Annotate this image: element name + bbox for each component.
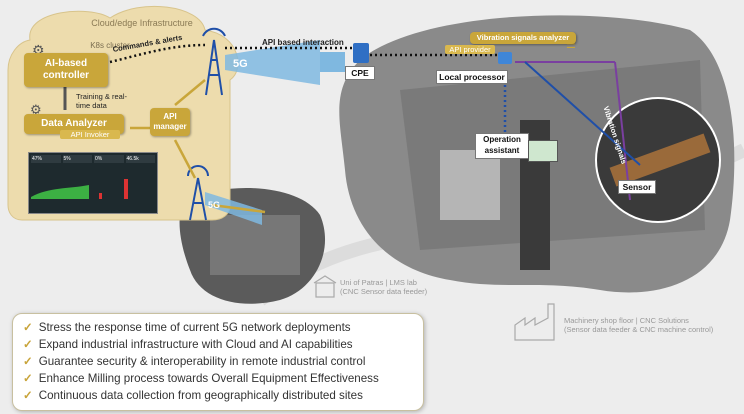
shop-cabinet: [440, 150, 500, 220]
lab-building-icon: [313, 275, 337, 298]
shop-caption: Machinery shop floor | CNC Solutions (Se…: [564, 316, 713, 334]
patras-caption-line2: (CNC Sensor data feeder): [340, 287, 428, 296]
patras-caption: Uni of Patras | LMS lab (CNC Sensor data…: [340, 278, 427, 296]
check-icon: ✓: [23, 321, 33, 334]
api-manager-arrows: [130, 79, 266, 214]
objective-text: Stress the response time of current 5G n…: [38, 321, 351, 334]
factory-building-icon: [514, 303, 555, 341]
gear-icon: ⚙: [30, 102, 42, 117]
objective-item: ✓ Guarantee security & interoperability i…: [23, 353, 423, 370]
patras-caption-line1: Uni of Patras | LMS lab: [340, 278, 417, 287]
dashboard-screenshot: 47% 5% 0% 46.5k: [28, 152, 158, 214]
shop-caption-line1: Machinery shop floor | CNC Solutions: [564, 316, 689, 325]
cpe-label: CPE: [345, 66, 375, 80]
api-manager-box[interactable]: API manager: [150, 108, 190, 136]
server-icon: [353, 43, 369, 63]
objective-text: Guarantee security & interoperability in…: [38, 355, 366, 368]
objectives-panel: ✓ Stress the response time of current 5G …: [12, 313, 424, 411]
processor-icon: [498, 52, 512, 64]
sensor-label: Sensor: [618, 180, 656, 194]
k8s-cluster-label: K8s cluster: [90, 41, 130, 50]
cnc-bed: [609, 133, 711, 187]
database-icon: ☰: [566, 39, 576, 51]
local-processor-label: Local processor: [436, 70, 508, 84]
antenna-tower-top: [202, 27, 226, 96]
objective-text: Continuous data collection from geograph…: [38, 389, 363, 402]
5g-beam-top: [225, 40, 320, 85]
antenna-tower-bottom: [187, 165, 209, 221]
api-provider-tag: API provider: [445, 45, 495, 54]
dashboard-chart: [31, 179, 128, 199]
check-icon: ✓: [23, 372, 33, 385]
objective-item: ✓ Enhance Milling process towards Overall…: [23, 370, 423, 387]
lab-equipment: [210, 215, 300, 275]
vibration-analyzer-box[interactable]: Vibration signals analyzer: [470, 32, 576, 44]
objective-item: ✓ Continuous data collection from geograp…: [23, 387, 423, 404]
objective-text: Enhance Milling process towards Overall …: [38, 372, 379, 385]
cloud-title: Cloud/edge Infrastructure: [91, 18, 193, 28]
shop-caption-line2: (Sensor data feeder & CNC machine contro…: [564, 325, 714, 334]
dashboard-stat: 46.5k: [125, 155, 155, 163]
dashboard-stat: 5%: [62, 155, 92, 163]
api-invoker-tag: API Invoker: [60, 130, 120, 139]
objective-text: Expand industrial infrastructure with Cl…: [38, 338, 353, 351]
check-icon: ✓: [23, 389, 33, 402]
vibration-arrow: [524, 61, 641, 166]
machine-control-arrow: [614, 61, 631, 201]
training-label: Training & real-time data: [76, 92, 127, 110]
5g-label-bottom: 5G: [208, 200, 221, 210]
objective-item: ✓ Expand industrial infrastructure with C…: [23, 336, 423, 353]
ai-controller-box[interactable]: AI-based controller: [24, 53, 108, 87]
commands-link: [109, 43, 206, 64]
operation-assistant-label: Operation assistant: [475, 133, 529, 159]
5g-label-top: 5G: [233, 58, 248, 70]
check-icon: ✓: [23, 338, 33, 351]
data-analyzer-box[interactable]: Data Analyzer: [24, 114, 124, 134]
api-interaction-label: API based interaction: [262, 38, 344, 47]
dashboard-stat: 47%: [31, 155, 61, 163]
operator-panel-icon: [528, 140, 558, 162]
dashboard-stat: 0%: [94, 155, 124, 163]
objective-item: ✓ Stress the response time of current 5G …: [23, 319, 423, 336]
check-icon: ✓: [23, 355, 33, 368]
